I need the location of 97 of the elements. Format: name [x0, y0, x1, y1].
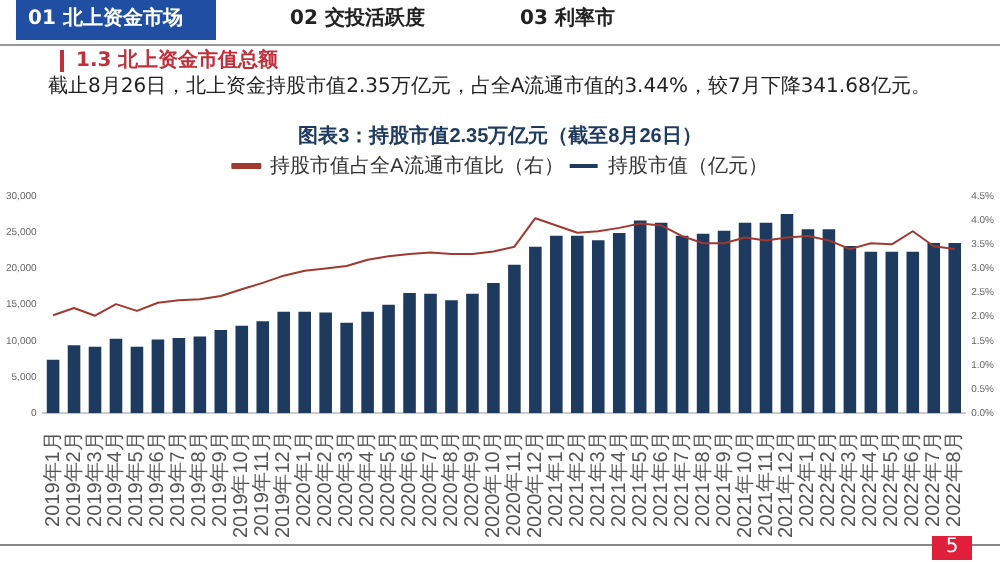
bar — [382, 304, 395, 414]
bar — [529, 246, 542, 414]
bar — [843, 245, 857, 414]
bar — [109, 338, 123, 414]
x-tick-label: 2019年9月 — [208, 431, 233, 527]
bar — [235, 325, 249, 414]
x-tick-label: 2019年10月 — [229, 431, 254, 539]
bar — [927, 243, 941, 414]
bar — [151, 339, 165, 414]
x-tick-label: 2019年12月 — [271, 431, 296, 539]
x-tick-label: 2020年1月 — [292, 431, 317, 527]
bar — [591, 240, 605, 414]
bar — [612, 232, 626, 414]
bar — [508, 264, 521, 414]
bar — [403, 293, 416, 414]
x-tick-label: 2019年8月 — [187, 431, 212, 527]
bar — [46, 359, 60, 414]
x-tick-label: 2019年11月 — [250, 431, 275, 537]
bar — [298, 311, 311, 414]
bar — [801, 229, 815, 414]
bar — [361, 311, 374, 414]
x-tick-label: 2020年11月 — [501, 431, 526, 537]
bar — [759, 222, 773, 414]
x-tick-label: 2020年7月 — [418, 431, 443, 527]
x-tick-label: 2019年3月 — [82, 431, 107, 527]
text: 截止8月26日，北上资金持股市值2.35万亿元，占全A流通市值的3.44%，较7月下降341.68亿元。 — [48, 76, 933, 98]
text: 01 北上资金市场 — [16, 0, 216, 40]
x-tick-label: 2021年7月 — [669, 431, 694, 527]
x-tick-label: 2022年5月 — [879, 431, 904, 527]
bar — [277, 311, 291, 414]
x-tick-label: 2020年12月 — [522, 431, 547, 539]
x-tick-label: 2022年1月 — [795, 431, 820, 527]
bar — [424, 293, 437, 414]
x-tick-label: 2020年10月 — [480, 431, 505, 539]
x-tick-label: 2019年6月 — [145, 431, 170, 527]
bar — [675, 235, 689, 414]
x-tick-label: 2019年2月 — [61, 431, 86, 527]
legend-label: 持股市值占全A流通市值比（右） — [270, 153, 564, 178]
bar — [780, 214, 794, 414]
x-tick-label: 2021年8月 — [690, 431, 715, 527]
bar — [906, 251, 920, 414]
bar — [864, 251, 878, 414]
x-tick-label: 2019年5月 — [124, 431, 149, 527]
x-tick-label: 2020年6月 — [397, 431, 422, 527]
chart-title: 图表3：持股市值2.35万亿元（截至8月26日） — [298, 123, 702, 148]
bar — [550, 235, 563, 414]
x-tick-label: 2020年5月 — [376, 431, 401, 527]
x-tick-label: 2022年6月 — [900, 431, 925, 527]
x-tick-label: 2020年3月 — [334, 431, 359, 527]
x-tick-label: 2021年3月 — [585, 431, 610, 527]
x-tick-label: 2021年5月 — [627, 431, 652, 527]
bar — [340, 322, 353, 414]
bar — [654, 222, 668, 414]
x-tick-label: 2020年9月 — [459, 431, 484, 527]
x-tick-label: 2020年8月 — [438, 431, 463, 527]
x-tick-label: 2021年10月 — [732, 431, 757, 539]
x-tick-label: 2022年4月 — [858, 431, 883, 527]
x-tick-label: 2019年4月 — [103, 431, 128, 527]
bar — [717, 230, 731, 414]
bar — [466, 293, 479, 414]
x-tick-label: 2022年7月 — [921, 431, 946, 527]
bar — [487, 282, 500, 414]
x-tick-label: 2021年2月 — [564, 431, 589, 527]
bar — [172, 337, 186, 414]
legend-label: 持股市值（亿元） — [607, 153, 768, 178]
bar — [319, 312, 332, 414]
x-tick-label: 2022年3月 — [837, 431, 862, 527]
bar — [88, 346, 102, 414]
x-tick-label: 2021年11月 — [753, 431, 778, 537]
x-tick-label: 2022年2月 — [816, 431, 841, 527]
text: 02 交投活跃度 — [290, 4, 425, 32]
bar — [214, 329, 228, 414]
text: 5 — [932, 536, 972, 560]
bar — [67, 345, 81, 414]
x-tick-label: 2021年4月 — [606, 431, 631, 527]
bar — [130, 346, 144, 414]
text: 03 利率市 — [520, 4, 615, 32]
bar — [885, 251, 899, 414]
bar — [696, 233, 710, 414]
x-tick-label: 2019年1月 — [40, 431, 65, 527]
x-tick-label: 2021年12月 — [774, 431, 799, 539]
text: 1.3 北上资金市值总额 — [60, 50, 279, 72]
bar — [948, 243, 962, 414]
x-tick-label: 2020年4月 — [355, 431, 380, 527]
x-tick-label: 2020年2月 — [313, 431, 338, 527]
bar — [571, 235, 584, 414]
bar — [633, 220, 647, 414]
x-tick-label: 2021年1月 — [543, 431, 568, 527]
bar — [256, 321, 270, 414]
bar — [822, 229, 836, 414]
x-tick-label: 2022年8月 — [942, 431, 967, 527]
bar — [738, 222, 752, 414]
x-tick-label: 2019年7月 — [166, 431, 191, 527]
bar — [445, 300, 458, 414]
x-tick-label: 2021年6月 — [648, 431, 673, 527]
x-tick-label: 2021年9月 — [711, 431, 736, 527]
bar — [193, 336, 207, 414]
